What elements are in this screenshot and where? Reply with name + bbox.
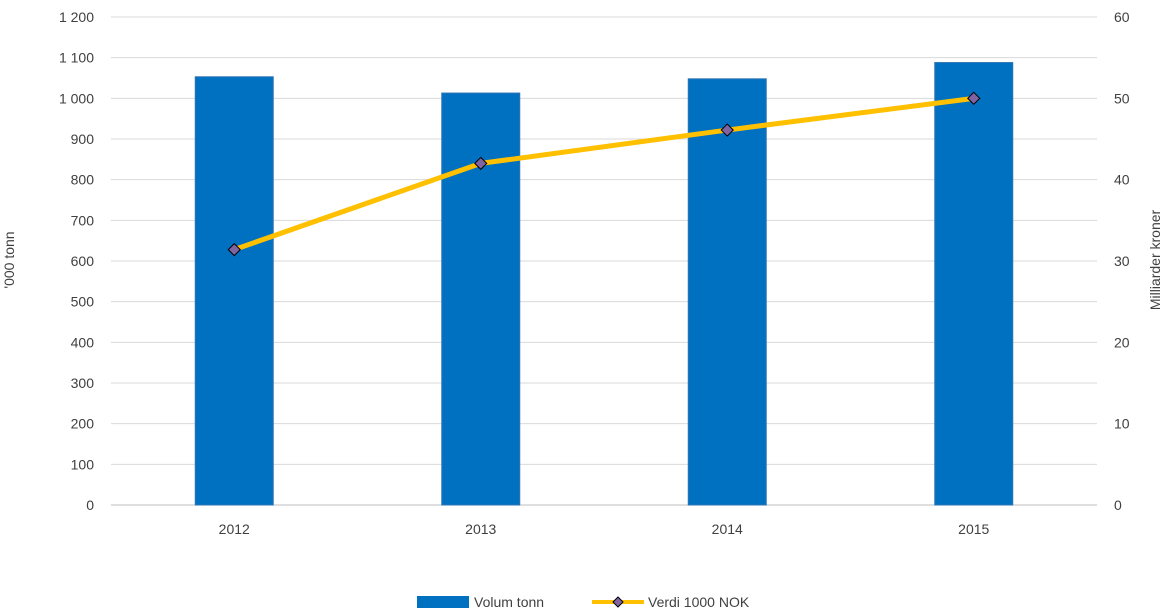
y-axis-left-title: '000 tonn bbox=[1, 231, 17, 288]
legend: Volum tonn Verdi 1000 NOK bbox=[417, 594, 750, 610]
y-left-tick-label: 1 200 bbox=[59, 9, 94, 25]
y-right-tick-label: 50 bbox=[1114, 90, 1130, 106]
y-axis-left-ticks: 0 100 200 300 400 500 600 700 800 900 1 000 1 100 1 … bbox=[59, 9, 94, 513]
y-right-tick-label: 20 bbox=[1114, 334, 1130, 350]
bar bbox=[194, 76, 274, 506]
y-left-tick-label: 300 bbox=[71, 375, 95, 391]
y-left-tick-label: 1 100 bbox=[59, 50, 94, 66]
line-series bbox=[227, 91, 981, 257]
legend-label-line: Verdi 1000 NOK bbox=[648, 594, 750, 610]
y-left-tick-label: 500 bbox=[71, 294, 95, 310]
line-point bbox=[720, 123, 734, 137]
bar bbox=[934, 62, 1014, 506]
x-tick-label: 2014 bbox=[712, 521, 743, 537]
y-left-tick-label: 600 bbox=[71, 253, 95, 269]
line-point bbox=[967, 91, 981, 106]
line-path bbox=[231, 95, 977, 253]
line-point bbox=[474, 156, 488, 171]
y-left-tick-label: 400 bbox=[71, 334, 95, 350]
y-axis-right-ticks: 0 10 20 30 40 50 60 bbox=[1114, 9, 1130, 513]
y-left-tick-label: 700 bbox=[71, 212, 95, 228]
y-right-tick-label: 10 bbox=[1114, 416, 1130, 432]
y-left-tick-label: 0 bbox=[86, 497, 94, 513]
y-axis-right-title: Milliarder kroner bbox=[1147, 209, 1163, 310]
gridlines bbox=[111, 16, 1097, 506]
y-left-tick-label: 900 bbox=[71, 131, 95, 147]
y-right-tick-label: 30 bbox=[1114, 253, 1130, 269]
x-tick-label: 2012 bbox=[219, 521, 250, 537]
line-point bbox=[227, 242, 241, 257]
x-tick-label: 2013 bbox=[465, 521, 496, 537]
bar bbox=[441, 92, 521, 506]
legend-label-bar: Volum tonn bbox=[474, 594, 544, 610]
y-left-tick-label: 200 bbox=[71, 416, 95, 432]
y-right-tick-label: 0 bbox=[1114, 497, 1122, 513]
legend-swatch-bar bbox=[417, 596, 469, 608]
bar bbox=[687, 78, 767, 506]
legend-swatch-marker bbox=[612, 596, 624, 608]
x-tick-label: 2015 bbox=[958, 521, 989, 537]
y-left-tick-label: 100 bbox=[71, 456, 95, 472]
x-axis-ticks: 2012 2013 2014 2015 bbox=[219, 521, 990, 537]
y-left-tick-label: 1 000 bbox=[59, 90, 94, 106]
y-right-tick-label: 60 bbox=[1114, 9, 1130, 25]
bar-series bbox=[194, 62, 1014, 506]
y-left-tick-label: 800 bbox=[71, 172, 95, 188]
y-right-tick-label: 40 bbox=[1114, 172, 1130, 188]
